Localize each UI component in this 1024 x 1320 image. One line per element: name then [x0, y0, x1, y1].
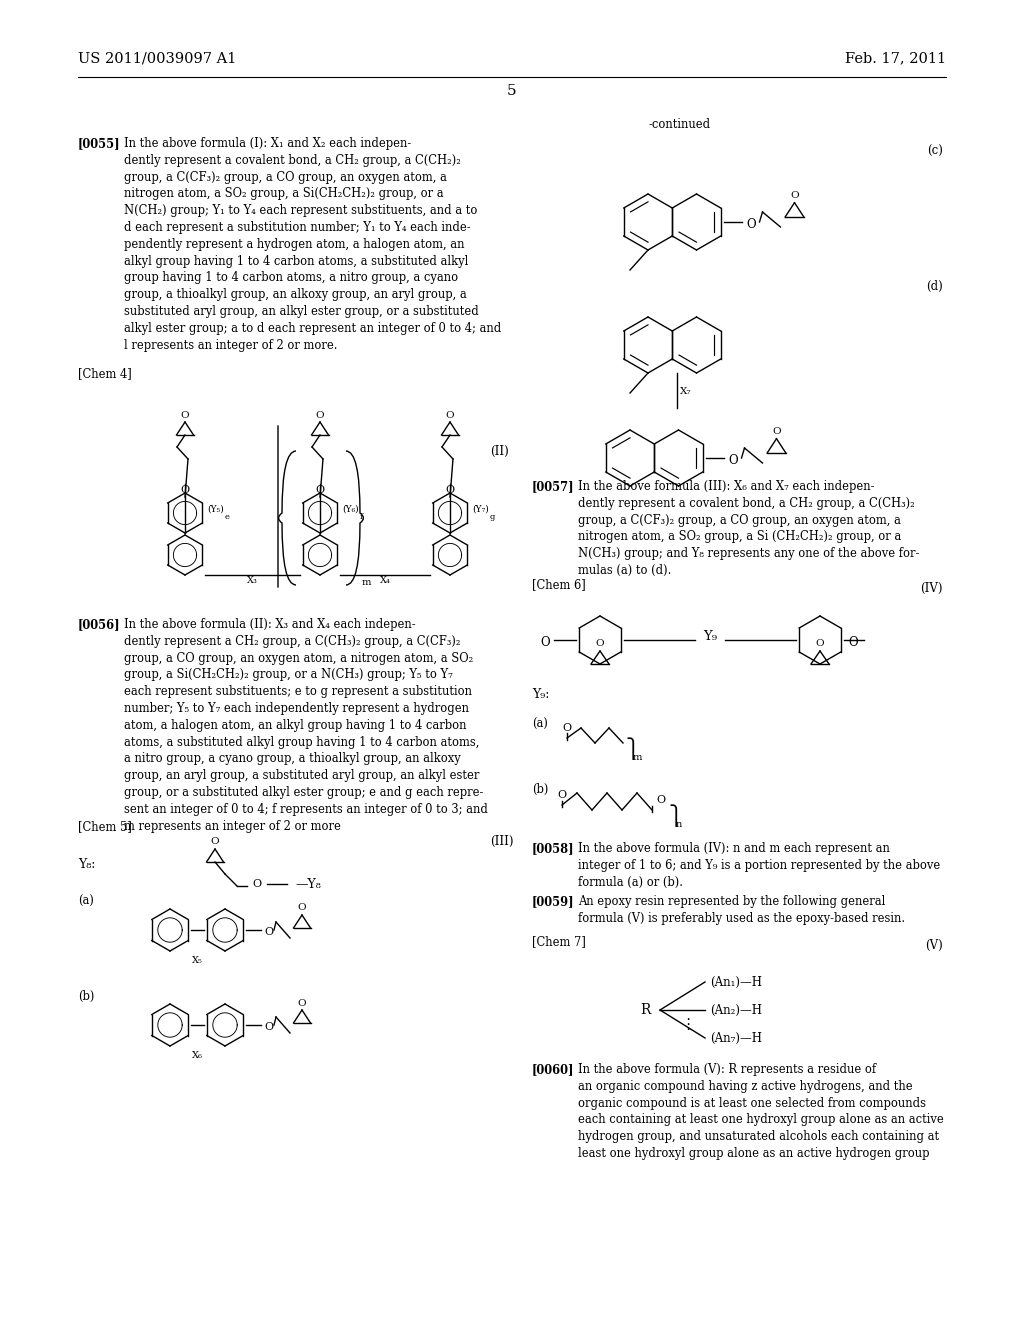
Text: (b): (b) [532, 783, 549, 796]
Text: O: O [264, 927, 273, 937]
Text: O: O [596, 639, 604, 648]
Text: O: O [746, 218, 756, 231]
Text: (a): (a) [78, 895, 94, 908]
Text: ⋮: ⋮ [680, 1016, 695, 1031]
Text: O: O [445, 484, 455, 495]
Text: (III): (III) [490, 836, 513, 847]
Text: In the above formula (IV): n and m each represent an
integer of 1 to 6; and Y₉ i: In the above formula (IV): n and m each … [578, 842, 940, 888]
Text: O: O [728, 454, 738, 466]
Text: In the above formula (I): X₁ and X₂ each indepen-
dently represent a covalent bo: In the above formula (I): X₁ and X₂ each… [124, 137, 502, 351]
Text: O: O [848, 635, 858, 648]
Text: [0056]: [0056] [78, 618, 121, 631]
Text: O: O [264, 1022, 273, 1032]
Text: [0059]: [0059] [532, 895, 574, 908]
Text: (An₂)—H: (An₂)—H [710, 1003, 762, 1016]
Text: O: O [541, 635, 550, 648]
Text: [0055]: [0055] [78, 137, 121, 150]
Text: n: n [676, 820, 682, 829]
Text: O: O [180, 484, 189, 495]
Text: In the above formula (V): R represents a residue of
an organic compound having z: In the above formula (V): R represents a… [578, 1063, 944, 1160]
Text: g: g [490, 513, 496, 521]
Text: m: m [633, 752, 642, 762]
Text: [Chem 7]: [Chem 7] [532, 935, 586, 948]
Text: (d): (d) [927, 280, 943, 293]
Text: [0058]: [0058] [532, 842, 574, 855]
Text: O: O [557, 789, 566, 800]
Text: O: O [791, 191, 799, 201]
Text: (Y₇): (Y₇) [472, 504, 488, 513]
Text: (An₁)—H: (An₁)—H [710, 975, 762, 989]
Text: O: O [253, 879, 261, 888]
Text: e: e [225, 513, 229, 521]
Text: X₅: X₅ [193, 956, 203, 965]
Text: ⎫: ⎫ [625, 738, 640, 760]
Text: O: O [298, 998, 306, 1007]
Text: O: O [180, 411, 189, 420]
Text: O: O [445, 411, 455, 420]
Text: [0060]: [0060] [532, 1063, 574, 1076]
Text: In the above formula (III): X₆ and X₇ each indepen-
dently represent a covalent : In the above formula (III): X₆ and X₇ ea… [578, 480, 920, 577]
Text: (b): (b) [78, 990, 94, 1003]
Text: 5: 5 [507, 84, 517, 98]
Text: (II): (II) [490, 445, 509, 458]
Text: [0057]: [0057] [532, 480, 574, 492]
Text: (Y₆): (Y₆) [342, 504, 358, 513]
Text: X₇: X₇ [680, 387, 692, 396]
Text: Y₈:: Y₈: [78, 858, 95, 871]
Text: m: m [362, 578, 372, 587]
Text: US 2011/0039097 A1: US 2011/0039097 A1 [78, 51, 237, 65]
Text: —Y₈: —Y₈ [295, 878, 321, 891]
Text: (IV): (IV) [921, 582, 943, 595]
Text: O: O [816, 639, 824, 648]
Text: O: O [656, 795, 666, 805]
Text: f: f [360, 513, 364, 521]
Text: O: O [772, 428, 781, 436]
Text: Y₉:: Y₉: [532, 688, 549, 701]
Text: [Chem 4]: [Chem 4] [78, 367, 132, 380]
Text: (a): (a) [532, 718, 548, 731]
Text: Feb. 17, 2011: Feb. 17, 2011 [845, 51, 946, 65]
Text: [Chem 5]: [Chem 5] [78, 820, 132, 833]
Text: Y₉: Y₉ [702, 630, 717, 643]
Text: X₃: X₃ [247, 576, 258, 585]
Text: R: R [640, 1003, 650, 1016]
Text: O: O [298, 903, 306, 912]
Text: O: O [211, 837, 219, 846]
Text: X₆: X₆ [193, 1051, 203, 1060]
Text: (V): (V) [926, 939, 943, 952]
Text: (An₇)—H: (An₇)—H [710, 1031, 762, 1044]
Text: O: O [315, 484, 325, 495]
Text: In the above formula (II): X₃ and X₄ each indepen-
dently represent a CH₂ group,: In the above formula (II): X₃ and X₄ eac… [124, 618, 487, 833]
Text: O: O [562, 723, 571, 733]
Text: (c): (c) [927, 145, 943, 158]
Text: [Chem 6]: [Chem 6] [532, 578, 586, 591]
Text: (Y₅): (Y₅) [207, 504, 224, 513]
Text: -continued: -continued [649, 117, 711, 131]
Text: An epoxy resin represented by the following general
formula (V) is preferably us: An epoxy resin represented by the follow… [578, 895, 905, 925]
Text: X₄: X₄ [380, 576, 390, 585]
Text: O: O [315, 411, 325, 420]
Text: ⎫: ⎫ [668, 805, 683, 828]
